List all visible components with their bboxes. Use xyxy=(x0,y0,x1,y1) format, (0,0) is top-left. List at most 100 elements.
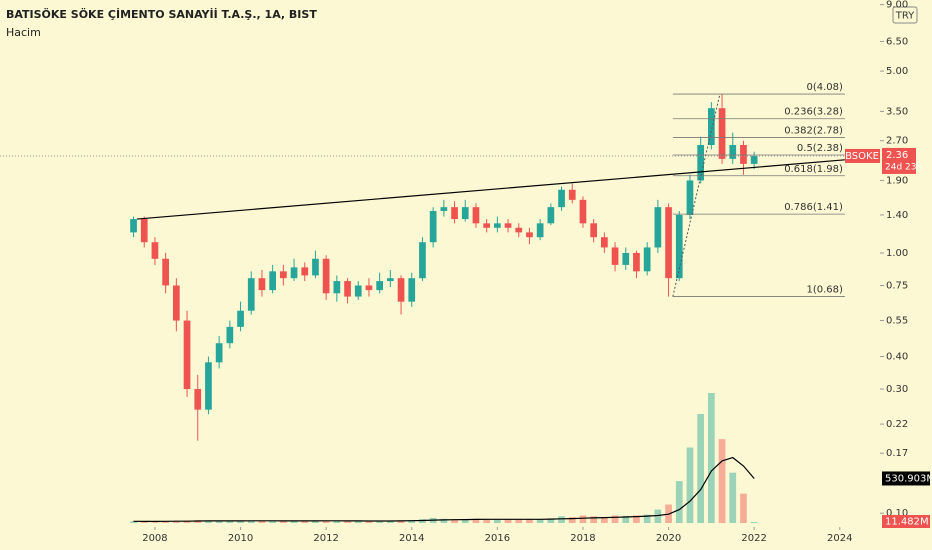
y-tick-label: 1.00 xyxy=(886,248,908,259)
volume-bar xyxy=(558,516,565,523)
candle-body xyxy=(633,252,640,272)
volume-tag xyxy=(882,515,930,528)
volume-bar xyxy=(408,520,416,523)
x-tick-label: 2016 xyxy=(485,533,510,544)
volume-bar xyxy=(247,520,255,523)
candle-body xyxy=(183,320,191,390)
ma-tag xyxy=(882,471,930,486)
fib-anchor xyxy=(672,93,721,297)
y-tick-label: 0.40 xyxy=(886,352,908,363)
currency-badge[interactable] xyxy=(892,6,918,24)
x-tick-label: 2022 xyxy=(741,533,766,544)
y-tick-label: 0.55 xyxy=(886,316,908,327)
volume-bar xyxy=(140,521,148,523)
y-tick-label: 2.70 xyxy=(886,136,908,147)
volume-bar xyxy=(536,519,544,523)
candle-body xyxy=(697,144,705,181)
price-tag xyxy=(882,147,916,174)
volume-bar xyxy=(387,520,394,523)
candle-body xyxy=(536,223,544,238)
candle-body xyxy=(590,223,598,238)
volume-bar xyxy=(750,522,758,523)
volume-bar xyxy=(162,521,169,523)
volume-bar xyxy=(633,515,640,523)
candle-body xyxy=(568,189,576,200)
candle-body xyxy=(729,144,737,159)
candle-body xyxy=(258,278,266,291)
volume-bar xyxy=(590,516,598,523)
y-tick-label: 0.17 xyxy=(886,448,908,459)
candle-body xyxy=(322,258,330,294)
trend-line xyxy=(136,159,845,220)
fib-label: 0.786(1.41) xyxy=(784,202,843,213)
volume-bar xyxy=(547,518,555,523)
volume-bar xyxy=(397,520,405,523)
price-label: 2.36 xyxy=(886,150,908,161)
candle-body xyxy=(579,199,587,224)
candle-body xyxy=(140,219,148,243)
candle-body xyxy=(237,310,244,327)
volume-bar xyxy=(215,520,223,523)
candle-body xyxy=(429,210,437,243)
ma-label: 530.903M xyxy=(885,473,932,484)
candle-body xyxy=(686,180,694,215)
volume-bar xyxy=(526,519,533,523)
candle-body xyxy=(547,207,555,224)
volume-bar xyxy=(472,518,480,523)
candle-body xyxy=(408,278,416,302)
candle-body xyxy=(151,242,159,259)
y-tick-label: 0.75 xyxy=(886,280,908,291)
volume-bar xyxy=(686,447,694,523)
y-tick-label: 1.90 xyxy=(886,175,908,186)
volume-bar xyxy=(279,521,287,523)
candle-body xyxy=(718,108,726,159)
candle-body xyxy=(205,362,212,410)
fib-label: 0.236(3.28) xyxy=(784,107,843,118)
volume-bar xyxy=(568,517,576,523)
volume-bar xyxy=(376,521,383,523)
candle-body xyxy=(461,207,469,220)
candle-body xyxy=(215,343,223,363)
volume-bar xyxy=(740,493,747,523)
candle-body xyxy=(194,389,202,410)
volume-bar xyxy=(172,520,180,523)
volume-bar xyxy=(290,520,298,523)
volume-bar xyxy=(269,520,276,523)
y-tick-label: 5.00 xyxy=(886,66,908,77)
candle-body xyxy=(526,232,533,238)
candle-body xyxy=(354,285,362,297)
candle-body xyxy=(376,281,383,291)
candle-body xyxy=(312,258,319,276)
candle-body xyxy=(675,214,683,279)
y-tick-label: 9.00 xyxy=(886,0,908,11)
candle-body xyxy=(344,281,351,297)
x-tick-label: 2020 xyxy=(656,533,681,544)
countdown: 24d 23h xyxy=(885,162,922,172)
candle-body xyxy=(226,326,234,344)
y-tick-label: 6.50 xyxy=(886,36,908,47)
y-tick-label: 0.10 xyxy=(886,508,908,519)
volume-bar xyxy=(718,439,726,523)
volume-bar xyxy=(643,514,651,523)
volume-bar xyxy=(515,519,523,523)
volume-bar xyxy=(258,520,266,523)
volume-bar xyxy=(354,521,362,523)
volume-bar xyxy=(483,519,491,523)
volume-bar xyxy=(226,521,234,523)
volume-bar xyxy=(151,521,159,523)
volume-bar xyxy=(365,521,373,523)
volume-bar xyxy=(440,518,448,523)
candle-body xyxy=(708,108,715,145)
candle-body xyxy=(387,278,394,282)
volume-bar xyxy=(312,520,319,523)
volume-bar xyxy=(729,472,737,523)
y-tick-label: 1.40 xyxy=(886,210,908,221)
candle-body xyxy=(172,285,180,321)
volume-bar xyxy=(697,413,705,523)
volume-bar xyxy=(451,519,458,523)
candle-body xyxy=(622,252,630,265)
chart-title: BATISÖKE SÖKE ÇİMENTO SANAYİİ T.A.Ş., 1A… xyxy=(6,7,317,21)
candle-body xyxy=(279,271,287,279)
candle-body xyxy=(451,207,458,220)
